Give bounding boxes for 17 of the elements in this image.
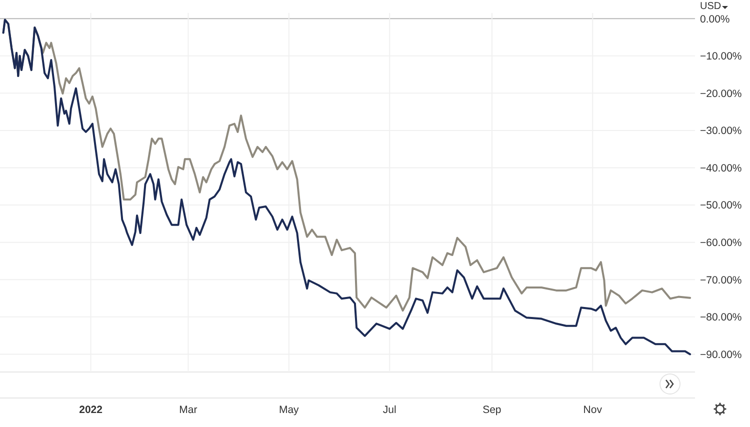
y-tick-label: −10.00% [700, 50, 742, 63]
y-tick-label: −70.00% [700, 274, 742, 286]
y-tick-label: −30.00% [700, 125, 742, 138]
y-tick-label: −20.00% [700, 88, 742, 100]
y-tick-label: −50.00% [700, 200, 742, 212]
y-tick-label: −40.00% [700, 162, 742, 174]
x-tick-label: 2022 [79, 404, 103, 416]
y-tick-label: −80.00% [700, 312, 742, 324]
x-tick-label: Nov [583, 404, 603, 416]
x-tick-label: May [278, 404, 300, 416]
y-tick-label: 0.00% [700, 13, 730, 26]
x-tick-label: Jul [382, 404, 396, 416]
x-tick-label: Mar [179, 404, 198, 416]
y-tick-label: −90.00% [700, 348, 742, 361]
x-tick-label: Sep [482, 404, 502, 416]
y-tick-label: −60.00% [700, 237, 742, 250]
text: USD [700, 1, 722, 12]
